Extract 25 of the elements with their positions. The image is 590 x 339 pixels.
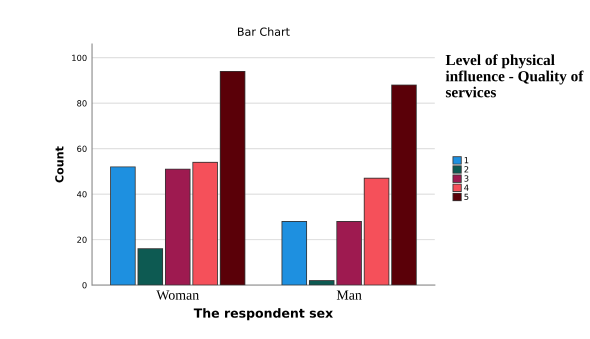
bar [192, 162, 218, 286]
y-axis-title: Count [55, 146, 64, 182]
bar [164, 168, 190, 286]
y-tick-label: 100 [72, 54, 87, 61]
legend-label: 4 [464, 184, 469, 191]
bar [282, 221, 308, 286]
bar [336, 221, 362, 286]
chart-title: Bar Chart [238, 27, 290, 36]
bar [308, 280, 334, 286]
y-tick-label: 60 [77, 146, 87, 152]
bar [110, 166, 136, 286]
x-tick-label: Man [336, 290, 362, 300]
legend-title: Level of physical influence - Quality of services [446, 54, 584, 98]
legend-label: 5 [464, 194, 468, 200]
x-axis-title: The respondent sex [194, 308, 333, 320]
y-tick-label: 0 [82, 282, 87, 288]
y-tick-label: 80 [77, 100, 87, 106]
bar [220, 70, 246, 286]
legend-label: 3 [464, 175, 468, 182]
legend-label: 2 [464, 166, 468, 172]
y-tick-label: 40 [76, 191, 87, 198]
x-tick-label: Woman [156, 290, 199, 300]
legend-label: 1 [464, 157, 468, 164]
y-tick-label: 20 [77, 236, 87, 243]
bar [138, 248, 164, 286]
